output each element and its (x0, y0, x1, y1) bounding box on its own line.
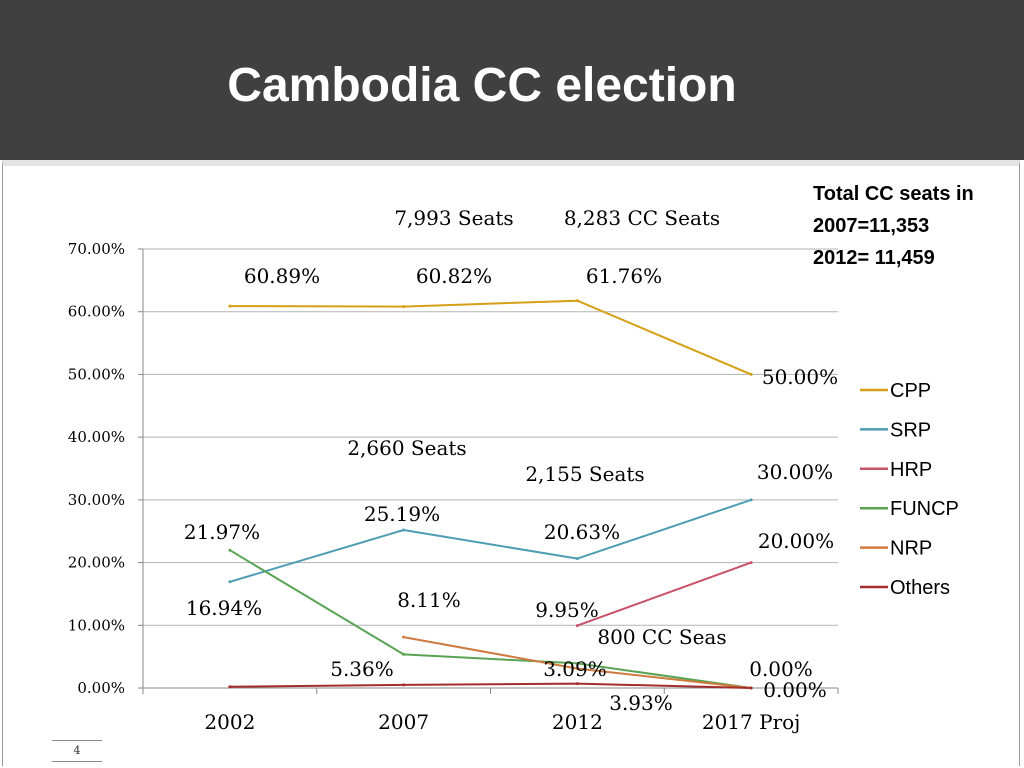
data-label: 21.97% (184, 520, 260, 544)
data-label: 5.36% (330, 657, 394, 681)
y-tick-label: 70.00% (68, 240, 125, 258)
chart-annotations: 60.89% 60.82% 61.76% 50.00% 7,993 Seats 8,283… (184, 206, 838, 715)
data-point-funcp (402, 652, 406, 656)
series-line-hrp (577, 561, 752, 627)
data-label: 0.00% (749, 657, 813, 681)
data-point-hrp (749, 561, 753, 565)
legend-label: CPP (890, 380, 931, 402)
page-number: 4 (52, 740, 102, 762)
chart-gridlines (143, 248, 838, 626)
y-tick-label: 0.00% (77, 679, 125, 697)
data-label: 20.63% (544, 520, 620, 544)
data-point-others (749, 686, 753, 690)
data-point-cpp (228, 304, 232, 308)
chart-series (228, 299, 753, 690)
data-label: 16.94% (186, 596, 262, 620)
y-tick-label: 50.00% (68, 365, 125, 383)
data-label: 50.00% (762, 365, 838, 389)
legend-item-funcp[interactable]: FUNCP (860, 498, 959, 520)
data-point-cpp (575, 299, 579, 303)
data-point-srp (749, 498, 753, 502)
note-line-2: 2007=11,353 (813, 215, 930, 237)
data-label: 60.89% (244, 264, 320, 288)
data-label: 7,993 Seats (394, 206, 513, 230)
series-line-funcp (229, 549, 752, 689)
data-label: 61.76% (586, 264, 662, 288)
data-point-nrp (402, 635, 406, 639)
legend-label: NRP (890, 538, 932, 560)
data-label: 20.00% (758, 529, 834, 553)
legend-item-srp[interactable]: SRP (860, 419, 931, 441)
data-label: 8.11% (397, 588, 461, 612)
data-point-others (402, 683, 406, 687)
series-line-others (229, 682, 752, 689)
legend-item-hrp[interactable]: HRP (860, 459, 932, 481)
data-point-funcp (228, 548, 232, 552)
slide-frame (2, 160, 1020, 766)
data-point-srp (575, 557, 579, 561)
data-point-funcp (575, 661, 579, 665)
data-point-hrp (575, 624, 579, 628)
data-point-others (228, 685, 232, 689)
legend-label: SRP (890, 419, 931, 441)
legend-label: Others (890, 577, 950, 599)
y-tick-label: 30.00% (68, 491, 125, 509)
legend-item-others[interactable]: Others (860, 577, 950, 599)
y-tick-label: 60.00% (68, 303, 125, 321)
chart-axes: 0.00% 10.00% 20.00% 30.00% 40.00% 50.00% 60.00… (68, 240, 839, 734)
data-label: 30.00% (757, 460, 833, 484)
header-bar: Cambodia CC election (0, 0, 1024, 160)
total-seats-note: Total CC seats in 2007=11,353 2012= 11,4… (813, 178, 974, 274)
legend-label: HRP (890, 459, 932, 481)
data-point-cpp (749, 372, 753, 376)
data-label: 0.00% (763, 678, 827, 702)
data-label: 2,155 Seats (525, 462, 644, 486)
data-label: 60.82% (416, 264, 492, 288)
data-point-srp (402, 528, 406, 532)
data-label: 9.95% (535, 598, 599, 622)
data-point-srp (228, 580, 232, 584)
chart-legend[interactable]: CPP SRP HRP FUNCP NRP Others (860, 380, 959, 599)
y-tick-label: 40.00% (68, 428, 125, 446)
page-title: Cambodia CC election (227, 59, 737, 112)
legend-item-nrp[interactable]: NRP (860, 538, 932, 560)
legend-label: FUNCP (890, 498, 959, 520)
note-line-3: 2012= 11,459 (813, 247, 935, 269)
legend-item-cpp[interactable]: CPP (860, 380, 931, 402)
data-point-others (575, 682, 579, 686)
data-point-cpp (402, 305, 406, 309)
data-label: 3.93% (609, 691, 673, 715)
x-tick-label: 2007 (378, 710, 429, 734)
note-line-1: Total CC seats in (813, 183, 974, 205)
data-label: 800 CC Seas (597, 625, 726, 649)
series-line-cpp (229, 299, 752, 376)
y-tick-label: 20.00% (68, 554, 125, 572)
series-line-srp (229, 498, 752, 583)
x-tick-label: 2017 Proj (702, 710, 801, 734)
x-tick-label: 2002 (204, 710, 255, 734)
data-point-nrp (575, 667, 579, 671)
data-label: 3.09% (543, 657, 607, 681)
data-label: 2,660 Seats (347, 436, 466, 460)
data-label: 8,283 CC Seats (564, 206, 720, 230)
data-label: 25.19% (364, 502, 440, 526)
x-tick-label: 2012 (552, 710, 603, 734)
y-tick-label: 10.00% (68, 616, 125, 634)
